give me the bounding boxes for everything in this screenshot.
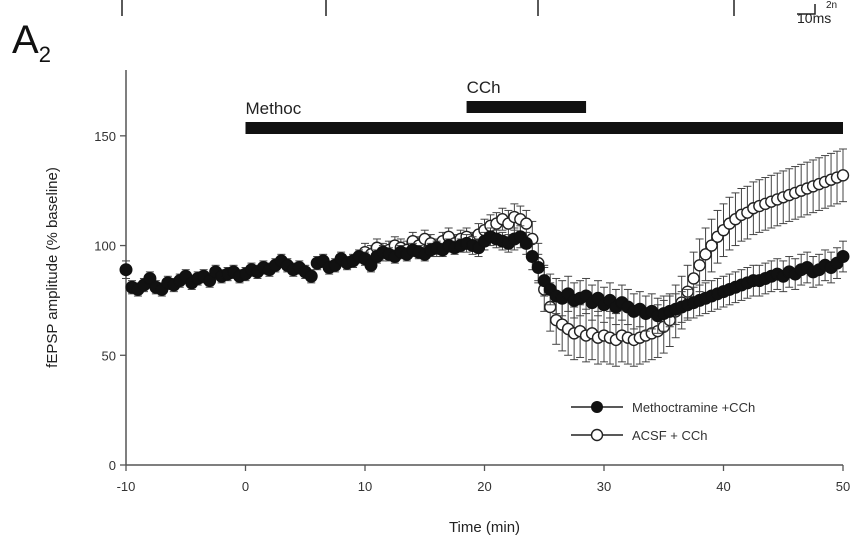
legend: Methoctramine +CCh ACSF + CCh xyxy=(571,400,755,443)
x-tick-label: 50 xyxy=(836,479,850,494)
data-point xyxy=(519,236,533,250)
data-point xyxy=(304,269,318,283)
legend-marker xyxy=(591,401,603,413)
y-tick-label: 0 xyxy=(109,458,116,473)
drug-bar xyxy=(466,101,587,113)
legend-label: ACSF + CCh xyxy=(632,428,708,443)
drug-bar-label: Methoc xyxy=(246,99,302,118)
drug-bar-label: CCh xyxy=(467,78,501,97)
x-tick-label: -10 xyxy=(117,479,136,494)
legend-marker xyxy=(590,428,604,442)
series-acsf xyxy=(358,148,850,367)
x-tick-label: 30 xyxy=(597,479,611,494)
data-point xyxy=(687,272,700,285)
panel-label: A2 xyxy=(12,18,51,68)
legend-label: Methoctramine +CCh xyxy=(632,400,755,415)
drug-bar xyxy=(245,122,843,134)
panel-letter: A xyxy=(12,18,39,62)
x-tick-label: 20 xyxy=(477,479,491,494)
data-point xyxy=(520,217,533,230)
y-tick-label: 100 xyxy=(94,239,116,254)
data-point xyxy=(836,250,850,264)
data-point xyxy=(699,248,712,261)
data-point xyxy=(525,250,539,264)
top-trace-fragments xyxy=(121,0,816,16)
data-point xyxy=(836,169,850,182)
scale-bar xyxy=(797,4,816,15)
data-point xyxy=(705,239,718,252)
y-tick-label: 150 xyxy=(94,129,116,144)
x-tick-label: 10 xyxy=(358,479,372,494)
data-point xyxy=(693,259,706,272)
x-axis-label: Time (min) xyxy=(449,519,520,536)
panel-subscript: 2 xyxy=(38,42,51,67)
data-point xyxy=(531,261,545,274)
drug-bars: Methoc CCh xyxy=(245,78,843,134)
y-tick-label: 50 xyxy=(102,348,116,363)
data-point xyxy=(119,263,133,277)
x-tick-label: 40 xyxy=(716,479,730,494)
scale-bar-amplitude-label: 2n xyxy=(826,0,838,11)
series-layer xyxy=(119,148,850,367)
x-tick-label: 0 xyxy=(242,479,249,494)
y-axis-label: fEPSP amplitude (% baseline) xyxy=(44,167,61,368)
series-methoctramine xyxy=(119,225,850,334)
